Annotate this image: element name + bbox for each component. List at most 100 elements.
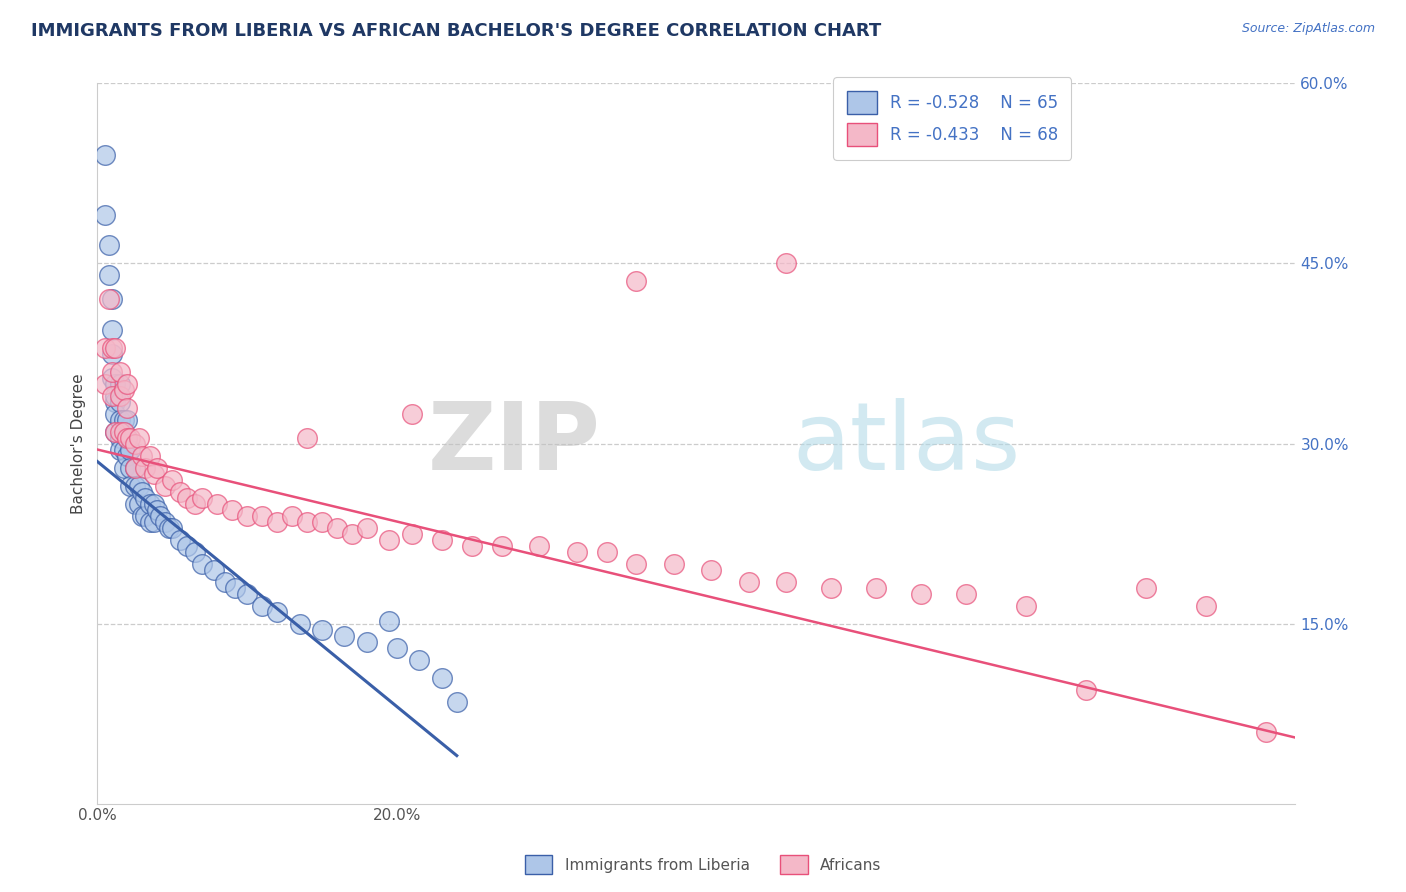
Point	[112, 460, 135, 475]
Point	[176, 491, 198, 505]
Point	[169, 484, 191, 499]
Point	[94, 376, 117, 391]
Point	[143, 467, 166, 481]
Point	[98, 293, 121, 307]
Point	[104, 394, 127, 409]
Text: Source: ZipAtlas.com: Source: ZipAtlas.com	[1241, 22, 1375, 36]
Point	[288, 616, 311, 631]
Point	[117, 431, 139, 445]
Point	[117, 449, 139, 463]
Point	[120, 478, 142, 492]
Point	[120, 460, 142, 475]
Text: atlas: atlas	[792, 398, 1021, 490]
Point	[378, 614, 401, 628]
Point	[101, 370, 124, 384]
Point	[250, 599, 273, 613]
Point	[124, 436, 146, 450]
Point	[117, 401, 139, 415]
Point	[236, 508, 259, 523]
Point	[134, 508, 156, 523]
Point	[266, 605, 288, 619]
Point	[169, 533, 191, 547]
Legend: Immigrants from Liberia, Africans: Immigrants from Liberia, Africans	[519, 849, 887, 880]
Point	[104, 388, 127, 402]
Point	[1194, 599, 1216, 613]
Point	[955, 586, 977, 600]
Point	[134, 491, 156, 505]
Point	[94, 148, 117, 162]
Point	[108, 394, 131, 409]
Point	[160, 473, 183, 487]
Point	[311, 515, 333, 529]
Point	[112, 442, 135, 457]
Point	[738, 574, 761, 589]
Point	[700, 563, 723, 577]
Point	[149, 508, 172, 523]
Point	[98, 238, 121, 252]
Point	[128, 431, 150, 445]
Point	[124, 460, 146, 475]
Point	[143, 515, 166, 529]
Point	[108, 442, 131, 457]
Point	[108, 376, 131, 391]
Point	[356, 520, 378, 534]
Point	[124, 497, 146, 511]
Y-axis label: Bachelor's Degree: Bachelor's Degree	[72, 373, 86, 514]
Point	[214, 574, 236, 589]
Point	[820, 581, 842, 595]
Point	[131, 508, 153, 523]
Point	[157, 520, 180, 534]
Point	[775, 256, 797, 270]
Point	[160, 520, 183, 534]
Point	[224, 581, 246, 595]
Point	[295, 515, 318, 529]
Point	[250, 508, 273, 523]
Point	[662, 557, 685, 571]
Point	[117, 431, 139, 445]
Point	[143, 497, 166, 511]
Point	[120, 431, 142, 445]
Point	[176, 539, 198, 553]
Point	[131, 484, 153, 499]
Point	[1015, 599, 1038, 613]
Point	[134, 460, 156, 475]
Text: IMMIGRANTS FROM LIBERIA VS AFRICAN BACHELOR'S DEGREE CORRELATION CHART: IMMIGRANTS FROM LIBERIA VS AFRICAN BACHE…	[31, 22, 882, 40]
Point	[124, 478, 146, 492]
Legend: R = -0.528    N = 65, R = -0.433    N = 68: R = -0.528 N = 65, R = -0.433 N = 68	[834, 78, 1071, 160]
Point	[266, 515, 288, 529]
Point	[1074, 682, 1097, 697]
Point	[311, 623, 333, 637]
Point	[108, 431, 131, 445]
Point	[104, 407, 127, 421]
Point	[112, 412, 135, 426]
Point	[120, 442, 142, 457]
Point	[340, 526, 363, 541]
Point	[131, 449, 153, 463]
Point	[401, 407, 423, 421]
Point	[101, 293, 124, 307]
Point	[430, 533, 453, 547]
Point	[595, 544, 617, 558]
Point	[139, 515, 162, 529]
Point	[153, 478, 176, 492]
Point	[527, 539, 550, 553]
Point	[128, 478, 150, 492]
Point	[326, 520, 349, 534]
Point	[101, 322, 124, 336]
Point	[108, 364, 131, 378]
Point	[1135, 581, 1157, 595]
Point	[565, 544, 588, 558]
Point	[356, 634, 378, 648]
Point	[104, 425, 127, 439]
Point	[910, 586, 932, 600]
Point	[295, 431, 318, 445]
Point	[101, 346, 124, 360]
Point	[146, 460, 169, 475]
Point	[183, 497, 205, 511]
Point	[183, 544, 205, 558]
Point	[139, 449, 162, 463]
Point	[626, 275, 648, 289]
Point	[117, 376, 139, 391]
Point	[108, 425, 131, 439]
Point	[1254, 724, 1277, 739]
